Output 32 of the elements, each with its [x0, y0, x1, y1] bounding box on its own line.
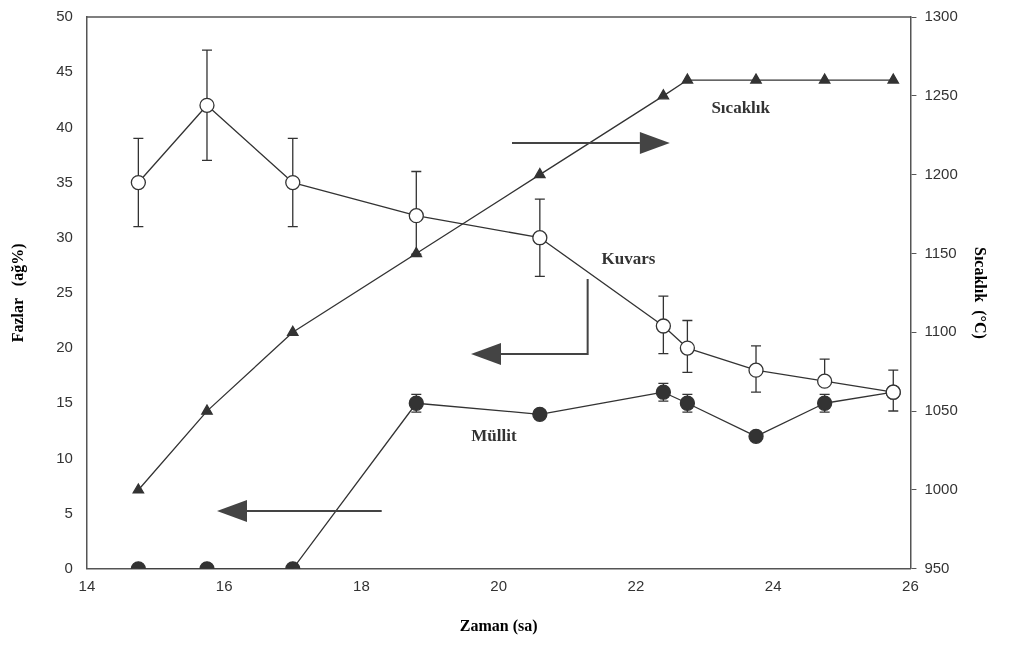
y-tick-label: 5 [64, 503, 73, 521]
x-tick-label: 18 [353, 576, 370, 594]
x-tick-label: 16 [215, 576, 233, 594]
y-tick-label: 15 [56, 393, 73, 411]
y-tick-label: 40 [56, 117, 73, 135]
y-axis-title: Fazlar (ağ%) [8, 243, 27, 343]
y2-tick-label: 1050 [924, 401, 958, 419]
y2-tick-label: 1200 [924, 164, 958, 182]
y2-tick-label: 1300 [924, 7, 958, 25]
x-tick-label: 20 [490, 576, 507, 594]
y2-tick-label: 950 [924, 558, 950, 576]
y-tick-label: 0 [64, 558, 73, 576]
y-tick-label: 50 [56, 7, 73, 25]
y-tick-label: 10 [56, 448, 73, 466]
series-label: Kuvars [601, 249, 656, 269]
x-tick-label: 22 [627, 576, 645, 594]
x-tick-label: 26 [902, 576, 919, 594]
y2-tick-label: 1150 [924, 243, 957, 261]
y2-tick-label: 1100 [924, 322, 957, 340]
y2-tick-label: 1250 [924, 85, 958, 103]
y2-tick-label: 1000 [924, 480, 958, 498]
series-label: Müllit [471, 425, 517, 445]
y2-axis-title: Sıcaklık (°C) [971, 247, 990, 339]
y-tick-label: 35 [56, 172, 73, 190]
y-tick-label: 20 [56, 338, 73, 356]
series-label: Sıcaklık [711, 97, 771, 117]
x-axis-title: Zaman (sa) [459, 616, 538, 635]
x-tick-label: 14 [78, 576, 96, 594]
y-tick-label: 45 [56, 62, 73, 80]
y-tick-label: 30 [56, 227, 73, 245]
y-tick-label: 25 [56, 283, 73, 301]
x-tick-label: 24 [764, 576, 782, 594]
